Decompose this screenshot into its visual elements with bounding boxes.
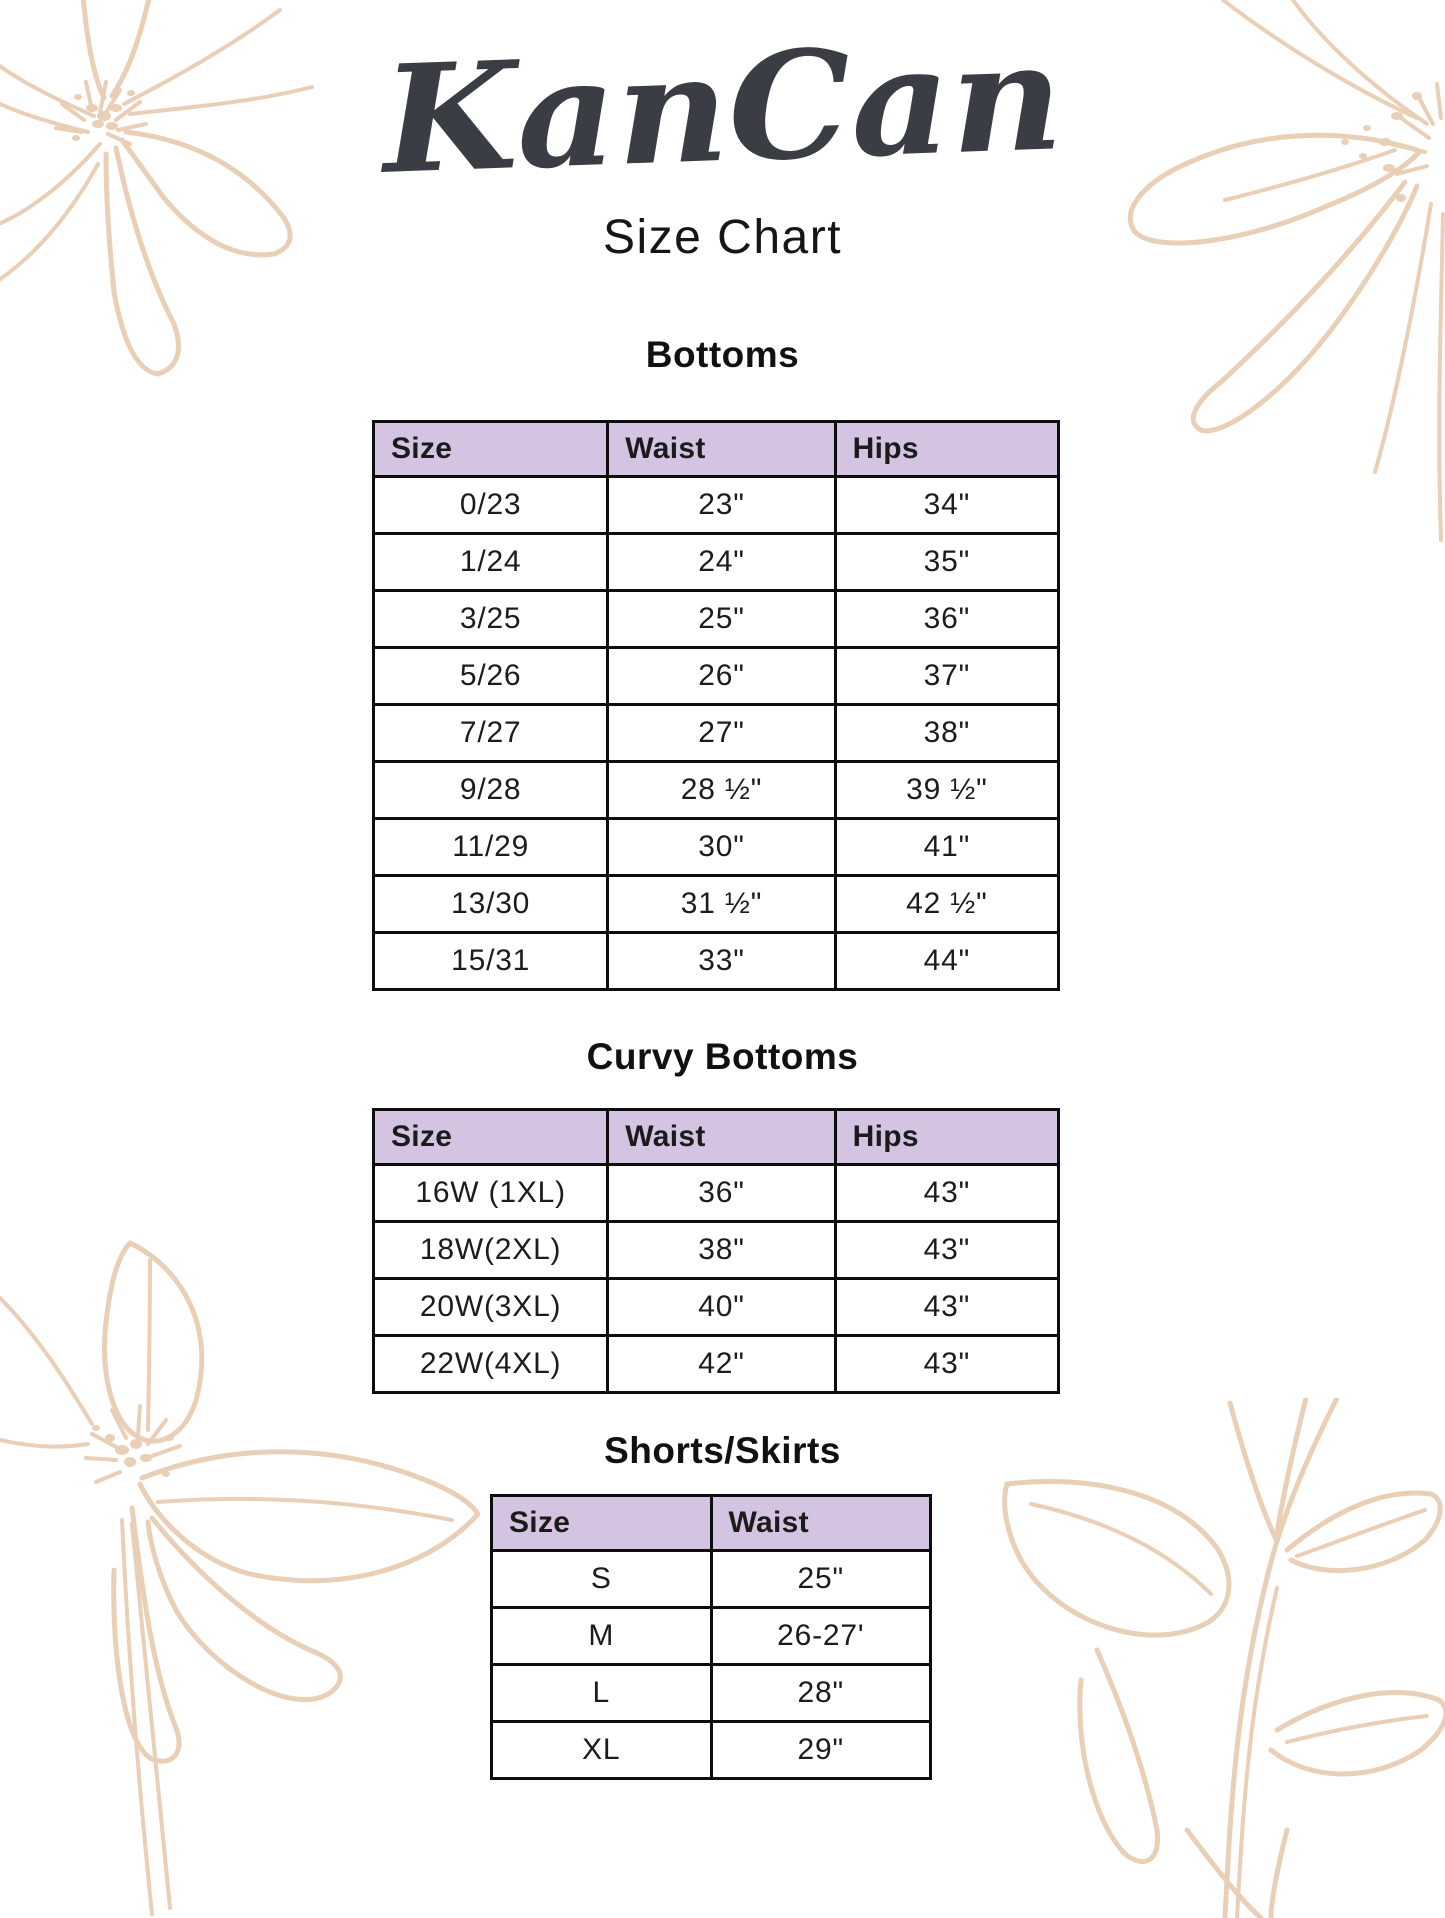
table-header-row: Size Waist Hips [371,420,1061,478]
table-cell: M [490,1606,713,1666]
curvy-bottoms-table: Size Waist Hips 16W (1XL) 36" 43" 18W(2XL) 3… [371,1108,1061,1394]
table-row: 1/24 24" 35" [371,532,1061,592]
table-cell: 18W(2XL) [371,1220,610,1280]
table-cell: 3/25 [371,589,610,649]
table-cell: 5/26 [371,646,610,706]
table-cell: 20W(3XL) [371,1277,610,1337]
column-header-waist: Waist [606,1108,837,1166]
table-row: 5/26 26" 37" [371,646,1061,706]
table-cell: 38" [606,1220,837,1280]
column-header-size: Size [371,1108,610,1166]
table-row: 16W (1XL) 36" 43" [371,1163,1061,1223]
table-row: 13/30 31 ½" 42 ½" [371,874,1061,934]
table-cell: 30" [606,817,837,877]
bottoms-table: Size Waist Hips 0/23 23" 34" 1/24 24" 35" 3/25… [371,420,1061,991]
table-cell: 36" [833,589,1061,649]
table-cell: 35" [833,532,1061,592]
table-row: M 26-27' [490,1606,932,1666]
table-row: 22W(4XL) 42" 43" [371,1334,1061,1394]
table-cell: 43" [833,1277,1061,1337]
table-header-row: Size Waist [490,1494,932,1552]
table-cell: 13/30 [371,874,610,934]
brand-logo-text: KanCan [375,9,1065,207]
table-cell: 15/31 [371,931,610,991]
table-cell: 26-27' [709,1606,932,1666]
table-row: L 28" [490,1663,932,1723]
heading-curvy-bottoms: Curvy Bottoms [586,1036,859,1077]
table-row: 15/31 33" 44" [371,931,1061,991]
table-cell: 31 ½" [606,874,837,934]
table-cell: 34" [833,475,1061,535]
table-row: 9/28 28 ½" 39 ½" [371,760,1061,820]
table-cell: 9/28 [371,760,610,820]
table-cell: 11/29 [371,817,610,877]
table-cell: 42 ½" [833,874,1061,934]
table-cell: 25" [709,1549,932,1609]
column-header-waist: Waist [606,420,837,478]
table-row: 20W(3XL) 40" 43" [371,1277,1061,1337]
table-cell: 26" [606,646,837,706]
table-cell: 43" [833,1334,1061,1394]
table-cell: L [490,1663,713,1723]
table-cell: 43" [833,1220,1061,1280]
table-cell: 43" [833,1163,1061,1223]
table-row: 11/29 30" 41" [371,817,1061,877]
table-cell: XL [490,1720,713,1780]
column-header-hips: Hips [833,1108,1061,1166]
table-cell: 23" [606,475,837,535]
table-cell: 27" [606,703,837,763]
table-cell: 37" [833,646,1061,706]
table-cell: S [490,1549,713,1609]
table-cell: 1/24 [371,532,610,592]
column-header-hips: Hips [833,420,1061,478]
column-header-size: Size [490,1494,713,1552]
table-cell: 41" [833,817,1061,877]
table-cell: 28" [709,1663,932,1723]
page-title: Size Chart [602,211,843,264]
table-cell: 24" [606,532,837,592]
column-header-size: Size [371,420,610,478]
table-cell: 29" [709,1720,932,1780]
table-cell: 39 ½" [833,760,1061,820]
table-row: S 25" [490,1549,932,1609]
shorts-skirts-table: Size Waist S 25" M 26-27' L 28" XL 29" [490,1494,932,1780]
column-header-waist: Waist [709,1494,932,1552]
table-cell: 36" [606,1163,837,1223]
table-cell: 16W (1XL) [371,1163,610,1223]
table-cell: 38" [833,703,1061,763]
table-row: 7/27 27" 38" [371,703,1061,763]
table-header-row: Size Waist Hips [371,1108,1061,1166]
table-row: 3/25 25" 36" [371,589,1061,649]
table-cell: 28 ½" [606,760,837,820]
table-cell: 25" [606,589,837,649]
table-cell: 0/23 [371,475,610,535]
table-row: XL 29" [490,1720,932,1780]
table-cell: 40" [606,1277,837,1337]
branch-sketch-bottom-right [1002,1398,1445,1918]
table-row: 0/23 23" 34" [371,475,1061,535]
table-cell: 42" [606,1334,837,1394]
table-row: 18W(2XL) 38" 43" [371,1220,1061,1280]
heading-bottoms: Bottoms [645,334,800,375]
table-cell: 7/27 [371,703,610,763]
table-cell: 22W(4XL) [371,1334,610,1394]
table-cell: 44" [833,931,1061,991]
heading-shorts-skirts: Shorts/Skirts [604,1430,841,1471]
table-cell: 33" [606,931,837,991]
brand-logo: KanCan [0,0,1445,242]
